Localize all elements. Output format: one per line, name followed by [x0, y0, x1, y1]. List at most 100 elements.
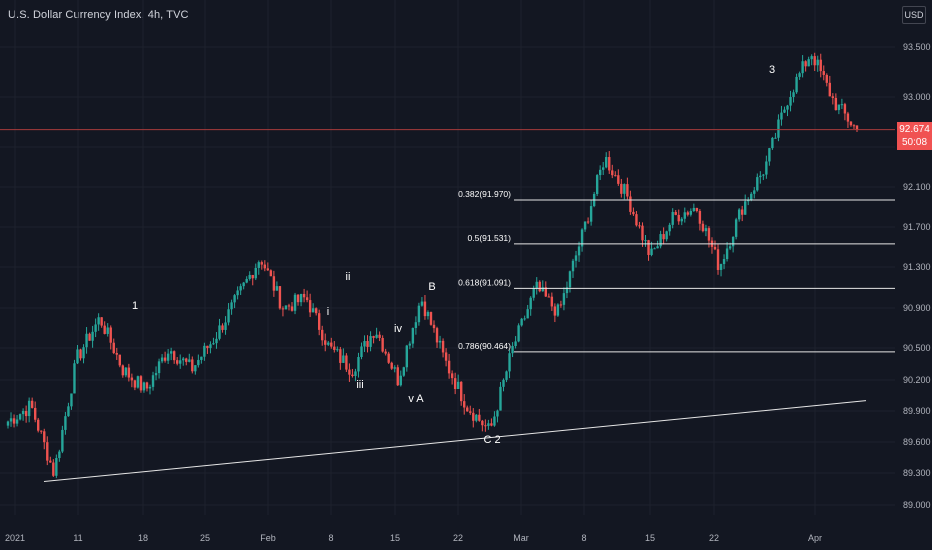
candle-body	[807, 59, 810, 67]
candle-body	[520, 318, 523, 326]
candle-body	[704, 228, 708, 232]
candle-body	[574, 255, 578, 261]
candle-body	[740, 209, 744, 215]
candle-body	[577, 246, 581, 256]
candle-body	[245, 278, 248, 283]
candle-body	[372, 336, 375, 338]
candle-body	[130, 377, 134, 381]
candle-body	[27, 400, 31, 417]
candle-body	[783, 109, 786, 113]
candle-body	[109, 327, 112, 343]
candle-body	[505, 371, 508, 380]
candle-body	[502, 379, 505, 387]
candle-body	[15, 419, 19, 424]
candle-body	[849, 121, 853, 126]
candle-body	[166, 353, 170, 361]
candle-body	[620, 183, 623, 194]
y-tick-label: 90.900	[903, 303, 931, 313]
candle-body	[188, 359, 191, 362]
candle-body	[589, 206, 593, 222]
candle-body	[275, 286, 279, 291]
candle-body	[393, 367, 396, 369]
candle-body	[124, 367, 128, 376]
candle-body	[133, 380, 137, 388]
candle-body	[716, 249, 720, 270]
candle-body	[571, 260, 575, 272]
candle-body	[638, 225, 641, 227]
candle-body	[426, 312, 430, 317]
candle-body	[115, 353, 118, 355]
candle-body	[762, 174, 765, 176]
candle-body	[360, 346, 363, 358]
candle-body	[632, 211, 635, 215]
x-tick-label: 15	[645, 533, 655, 543]
candle-body	[617, 175, 620, 184]
fib-level-label: 0.5(91.531)	[468, 233, 512, 243]
candle-body	[490, 423, 493, 426]
candle-body	[583, 221, 587, 230]
candle-body	[798, 73, 801, 77]
candle-body	[103, 325, 106, 334]
candle-body	[623, 184, 626, 194]
candle-body	[771, 137, 774, 149]
candle-body	[387, 353, 390, 363]
candle-body	[218, 325, 221, 339]
candle-body	[339, 349, 342, 363]
candle-body	[444, 352, 448, 361]
fib-level-label: 0.618(91.091)	[458, 277, 511, 287]
candle-body	[526, 309, 529, 319]
candle-body	[182, 358, 185, 361]
candle-body	[493, 416, 496, 426]
candle-body	[64, 416, 67, 430]
candle-body	[463, 401, 466, 408]
candle-body	[650, 248, 653, 255]
y-tick-label: 89.300	[903, 468, 931, 478]
fib-level-label: 0.382(91.970)	[458, 189, 511, 199]
candle-body	[121, 365, 125, 376]
candle-body	[680, 218, 683, 222]
candle-body	[432, 324, 436, 329]
candle-body	[686, 212, 690, 215]
candle-body	[142, 382, 146, 391]
candle-body	[768, 148, 771, 162]
candle-body	[759, 175, 762, 178]
candle-body	[254, 267, 257, 279]
candle-body	[100, 317, 103, 326]
candle-body	[224, 322, 227, 330]
candle-body	[296, 294, 300, 303]
candle-body	[626, 184, 629, 197]
candle-body	[336, 349, 339, 351]
candle-body	[825, 74, 828, 83]
candle-body	[565, 287, 569, 294]
candle-body	[67, 406, 70, 417]
candle-body	[12, 418, 16, 424]
y-tick-label: 89.900	[903, 406, 931, 416]
candle-body	[37, 419, 40, 431]
last-price-tag: 92.674 50:08	[897, 121, 932, 150]
candle-body	[305, 297, 309, 301]
candle-body	[351, 374, 354, 377]
candle-body	[299, 293, 303, 303]
candle-body	[200, 356, 203, 360]
wave-label: iii	[356, 379, 363, 391]
candle-body	[801, 61, 804, 74]
candle-body	[804, 61, 807, 67]
candle-body	[327, 342, 330, 345]
candle-body	[160, 357, 164, 362]
candle-body	[61, 429, 64, 452]
candle-body	[747, 200, 750, 202]
overlays: 0.382(91.970) 0.5(91.531) 0.618(91.091) 0.7…	[0, 64, 895, 483]
candle-body	[598, 169, 602, 176]
candle-body	[317, 313, 321, 330]
candle-body	[58, 451, 61, 459]
candle-body	[136, 376, 140, 388]
candle-body	[70, 393, 73, 407]
candle-body	[321, 329, 324, 341]
candle-body	[236, 290, 239, 296]
currency-button[interactable]: USD	[902, 6, 926, 24]
candle-body	[357, 357, 360, 372]
axes: 93.50093.00092.50092.10091.70091.30090.9…	[5, 42, 931, 543]
fib-level-label: 0.786(90.464)	[458, 341, 511, 351]
candle-body	[55, 458, 58, 476]
